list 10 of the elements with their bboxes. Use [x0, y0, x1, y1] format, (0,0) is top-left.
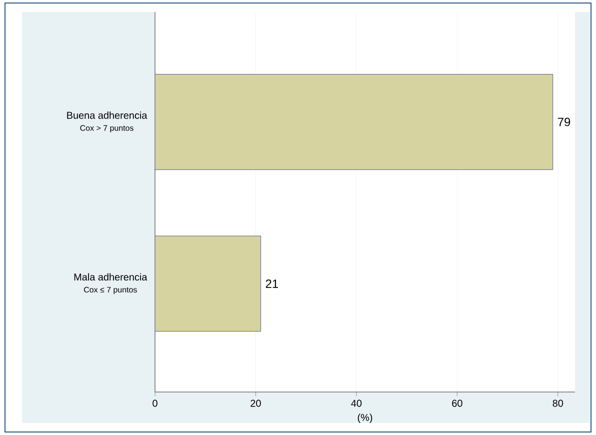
x-tick-label: 40 — [351, 400, 362, 407]
data-label: 79 — [558, 118, 570, 126]
x-axis-title: (%) — [358, 414, 372, 423]
y-tick-label: Buena adherencia — [67, 112, 148, 119]
x-tick-label: 80 — [552, 400, 564, 407]
x-tick-label: 20 — [250, 400, 261, 407]
x-tick-label: 0 — [152, 400, 158, 407]
x-tick-label: 60 — [452, 400, 462, 407]
data-label: 21 — [266, 279, 278, 288]
y-tick-label: Mala adherencia — [74, 273, 148, 281]
